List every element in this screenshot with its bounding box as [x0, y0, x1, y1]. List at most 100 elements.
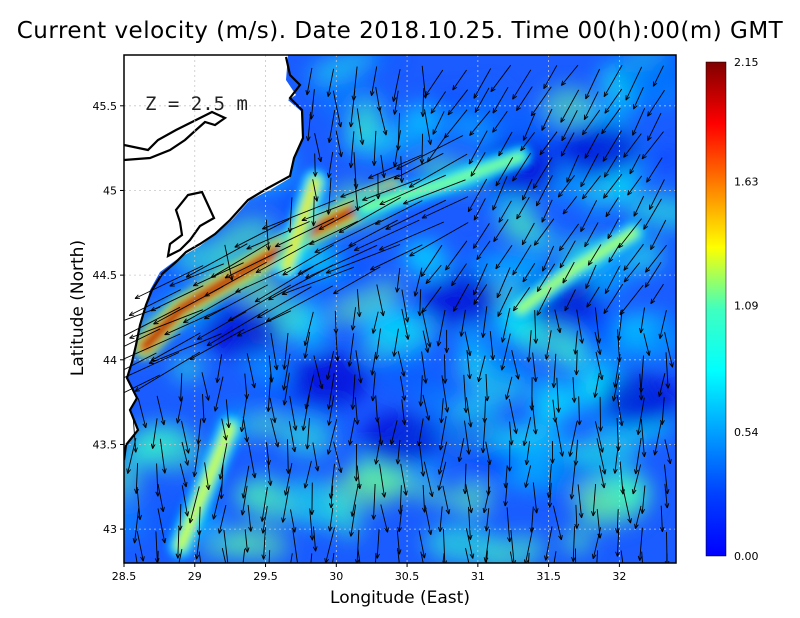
velocity-arrow — [221, 418, 228, 441]
velocity-arrow — [397, 504, 403, 533]
velocity-arrow — [175, 398, 183, 424]
slow-patch — [200, 302, 280, 358]
speed-blob — [461, 352, 530, 383]
velocity-arrow — [413, 267, 423, 297]
velocity-arrow — [124, 352, 157, 371]
velocity-arrow — [658, 310, 667, 339]
velocity-arrow — [512, 152, 532, 182]
velocity-arrow — [466, 349, 472, 380]
velocity-arrow — [380, 154, 386, 179]
velocity-arrow — [544, 526, 553, 561]
velocity-arrow — [257, 286, 312, 319]
velocity-arrow — [356, 108, 365, 145]
velocity-arrow — [603, 155, 618, 178]
velocity-arrow — [221, 548, 227, 563]
velocity-arrow — [532, 482, 539, 514]
velocity-arrow — [420, 244, 443, 277]
speed-blob — [307, 55, 380, 82]
velocity-arrow — [397, 350, 406, 377]
velocity-arrow — [297, 243, 357, 275]
velocity-arrow — [459, 309, 466, 337]
velocity-arrow — [389, 420, 398, 445]
velocity-arrow — [244, 529, 250, 553]
velocity-arrow — [224, 244, 293, 279]
velocity-arrow — [481, 306, 488, 338]
speed-blob — [371, 354, 446, 395]
velocity-arrow — [437, 441, 448, 475]
velocity-arrow — [547, 482, 553, 508]
velocity-arrow — [235, 266, 291, 293]
colorbar-tick-label: 1.63 — [734, 175, 759, 188]
velocity-arrow — [595, 351, 604, 381]
speed-blob — [389, 479, 463, 506]
velocity-arrow — [632, 108, 646, 136]
velocity-arrow — [480, 419, 486, 454]
velocity-arrow — [598, 396, 603, 432]
velocity-arrow — [533, 310, 539, 344]
velocity-arrow — [409, 222, 469, 257]
velocity-arrow — [476, 240, 491, 260]
velocity-arrow — [283, 463, 293, 496]
velocity-arrow — [281, 353, 291, 391]
velocity-arrow — [327, 110, 336, 143]
speed-blob — [645, 149, 676, 167]
velocity-arrow — [210, 242, 271, 278]
velocity-arrow — [305, 111, 312, 142]
velocity-arrow — [581, 109, 601, 136]
jet-core — [517, 229, 637, 312]
velocity-arrow — [532, 157, 553, 189]
velocity-arrow — [206, 308, 269, 347]
velocity-arrow — [558, 223, 579, 252]
velocity-arrow — [647, 112, 662, 142]
velocity-arrow — [393, 152, 444, 180]
velocity-arrow — [375, 552, 377, 563]
velocity-arrow — [371, 483, 377, 520]
speed-blob — [349, 98, 380, 144]
velocity-arrow — [560, 132, 575, 157]
velocity-arrow — [355, 350, 363, 384]
velocity-arrow — [247, 442, 257, 479]
speed-blob — [124, 459, 141, 500]
velocity-arrow — [425, 264, 442, 285]
colorbar-tick-label: 0.00 — [734, 550, 759, 563]
x-tick-label: 29.5 — [253, 570, 278, 583]
velocity-arrow — [441, 375, 450, 413]
velocity-arrow — [178, 549, 183, 563]
velocity-arrow — [526, 330, 532, 363]
velocity-arrow — [508, 398, 518, 434]
velocity-arrow — [325, 351, 335, 380]
velocity-arrow — [201, 372, 210, 401]
velocity-arrow — [369, 66, 378, 97]
velocity-arrow — [585, 264, 597, 289]
velocity-arrow — [623, 243, 644, 271]
velocity-arrow — [318, 199, 376, 230]
velocity-arrow — [134, 265, 204, 299]
velocity-arrow — [437, 506, 443, 533]
velocity-arrow — [607, 218, 619, 239]
velocity-arrow — [522, 113, 536, 141]
velocity-arrow — [379, 463, 387, 498]
velocity-arrow — [437, 461, 447, 491]
velocity-arrow — [594, 421, 604, 453]
velocity-arrow — [652, 65, 664, 87]
velocity-arrow — [640, 485, 646, 514]
x-tick-label: 28.5 — [112, 570, 137, 583]
velocity-arrow — [584, 133, 599, 159]
velocity-arrow — [586, 286, 600, 308]
velocity-arrow — [580, 200, 598, 232]
colorbar-tick-label: 0.54 — [734, 426, 759, 439]
velocity-arrow — [150, 285, 204, 312]
velocity-arrow — [157, 483, 165, 513]
speed-blob — [469, 253, 549, 285]
speed-blob — [463, 448, 527, 484]
velocity-arrow — [132, 508, 140, 544]
velocity-arrow — [622, 486, 632, 524]
velocity-arrow — [269, 397, 277, 423]
velocity-arrow — [554, 309, 562, 334]
velocity-arrow — [401, 399, 407, 425]
velocity-arrow — [650, 219, 667, 251]
chart-title: Current velocity (m/s). Date 2018.10.25.… — [16, 18, 784, 44]
velocity-arrow — [604, 88, 623, 114]
speed-blob — [355, 303, 415, 341]
